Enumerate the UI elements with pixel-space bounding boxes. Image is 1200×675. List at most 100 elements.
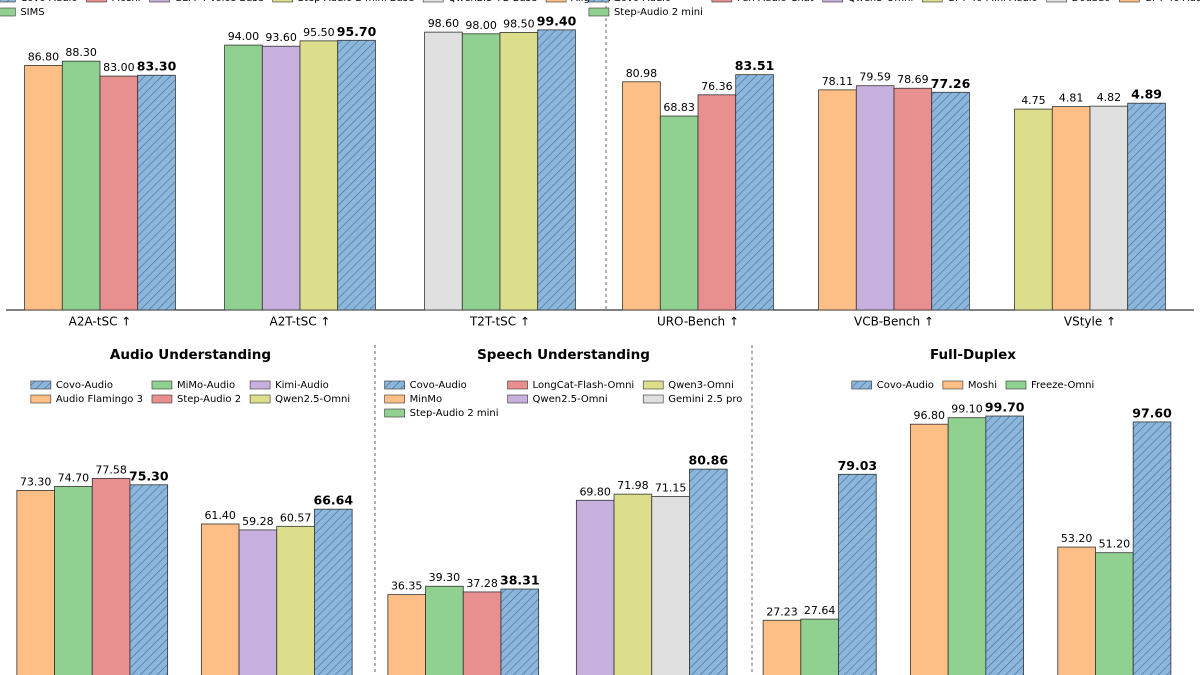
bar [931, 91, 970, 311]
value-label: 76.36 [701, 80, 733, 93]
bar [24, 64, 63, 311]
legend-label: Covo-Audio [56, 380, 113, 391]
legend-label: Qwen3-Omni [848, 0, 914, 4]
bar [91, 477, 131, 675]
value-label: 99.40 [537, 13, 577, 28]
value-label: 74.70 [58, 471, 90, 484]
legend-label: Doubao [1072, 0, 1111, 4]
value-label: 98.50 [503, 17, 535, 30]
legend-label: GLM-4-Voice-Base [175, 0, 264, 4]
legend-label: Audio Flamingo 3 [56, 394, 143, 405]
value-label: 4.82 [1097, 91, 1122, 104]
legend-swatch [1119, 0, 1140, 3]
value-label: 71.98 [617, 479, 649, 492]
legend-label: Covo-Audio [614, 0, 671, 4]
legend-label: SIMS [20, 7, 44, 18]
value-label: 93.60 [265, 31, 297, 44]
value-label: 60.57 [280, 511, 312, 524]
legend-swatch [545, 0, 567, 3]
legend-label: Covo-Audio [20, 0, 77, 4]
legend-swatch [30, 394, 52, 404]
panel-title: Full-Duplex [930, 347, 1016, 363]
bar [314, 508, 353, 675]
value-label: 4.75 [1021, 94, 1046, 107]
legend-label: Step-Audio 2 mini [410, 408, 499, 419]
legend-swatch [149, 0, 170, 3]
value-label: 4.81 [1059, 92, 1084, 105]
panel-title: Speech Understanding [477, 347, 650, 363]
bar [337, 39, 376, 311]
bar [499, 32, 539, 311]
legend-label: Fun-Audio-Chat [737, 0, 814, 4]
value-label: 80.98 [626, 67, 658, 80]
value-label: 27.64 [804, 604, 836, 617]
bar [224, 44, 263, 311]
bar [697, 94, 737, 311]
bar [800, 618, 839, 675]
x-tick-label: T2T-tSC ↑ [469, 315, 530, 329]
legend-label: Freeze-Omni [1031, 380, 1094, 391]
bar [1057, 546, 1096, 675]
value-label: 78.69 [897, 73, 929, 86]
bar [622, 81, 661, 311]
legend-label: Covo-Audio [410, 380, 467, 391]
bar [1132, 421, 1172, 675]
legend-swatch [384, 408, 405, 418]
legend-swatch [1005, 380, 1027, 390]
value-label: 99.10 [951, 403, 983, 416]
legend-swatch [822, 0, 844, 3]
value-label: 98.00 [465, 19, 497, 32]
value-label: 79.59 [859, 71, 891, 84]
value-label: 86.80 [28, 50, 60, 63]
bar [61, 60, 101, 311]
value-label: 94.00 [228, 30, 260, 43]
x-tick-label: A2T-tSC ↑ [270, 315, 331, 329]
legend-label: Qwen3-Omni [668, 380, 734, 391]
bar [54, 486, 93, 675]
value-label: 39.30 [429, 571, 461, 584]
legend-swatch [151, 380, 173, 390]
legend-label: GPT-4o Audio [1144, 0, 1200, 4]
bar [99, 75, 139, 311]
value-label: 95.50 [303, 26, 335, 39]
value-label: 51.20 [1099, 538, 1131, 551]
legend-label: GPT-4o Mini Audio [947, 0, 1037, 4]
value-label: 75.30 [129, 468, 169, 483]
x-tick-label: VStyle ↑ [1064, 315, 1116, 329]
legend-label: Moshi [968, 380, 997, 391]
legend-swatch [249, 394, 271, 404]
value-label: 99.70 [985, 400, 1025, 415]
bar [1095, 552, 1134, 675]
bar [500, 588, 540, 675]
legend-swatch [588, 7, 610, 17]
legend-swatch [642, 380, 664, 390]
bar [1051, 106, 1091, 311]
bar [261, 45, 301, 311]
bar [537, 29, 576, 311]
bar [910, 423, 949, 675]
bar [462, 591, 502, 675]
legend-swatch [422, 0, 444, 3]
value-label: 88.30 [65, 46, 97, 59]
bar [575, 499, 615, 675]
legend-label: Step-Audio 2 mini Base [298, 0, 414, 4]
legend-label: MinMo [410, 394, 443, 405]
bar [651, 496, 690, 675]
legend-swatch [942, 380, 964, 390]
legend-swatch [272, 0, 293, 3]
legend-swatch [588, 0, 610, 3]
bar [1127, 102, 1166, 311]
legend-label: Kimi-Audio [275, 380, 329, 391]
value-label: 79.03 [838, 458, 878, 473]
legend-label: MiMo-Audio [177, 380, 235, 391]
legend-swatch [0, 0, 16, 3]
value-label: 95.70 [337, 24, 377, 39]
bar [762, 619, 802, 675]
bar [16, 490, 55, 675]
value-label: 96.80 [914, 409, 946, 422]
value-label: 98.60 [428, 17, 460, 30]
bar [689, 468, 728, 675]
bar [613, 493, 653, 675]
bar [659, 115, 699, 311]
